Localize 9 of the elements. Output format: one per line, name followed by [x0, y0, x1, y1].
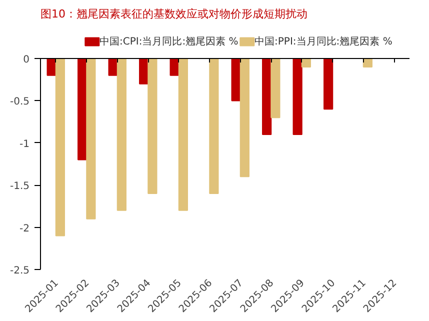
- y-tick-label: 0: [23, 54, 30, 66]
- legend-label: 中国:PPI:当月同比:翘尾因素 %: [254, 35, 392, 48]
- chart-title: 图10：翘尾因素表征的基数效应或对物价形成短期扰动: [40, 8, 308, 20]
- y-tick-label: -1.5: [10, 181, 30, 192]
- y-tick-label: -0.5: [10, 96, 30, 108]
- y-tick-label: -2: [20, 223, 30, 234]
- legend-label: 中国:CPI:当月同比:翘尾因素 %: [100, 35, 238, 48]
- y-tick-label: -1: [20, 138, 30, 150]
- y-tick-label: -2.5: [10, 266, 30, 276]
